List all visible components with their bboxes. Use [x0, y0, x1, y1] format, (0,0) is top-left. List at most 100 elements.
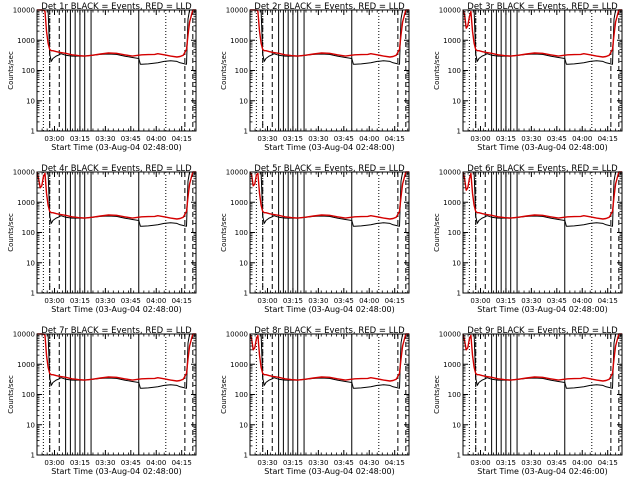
xtick-label: 03:30	[257, 135, 277, 143]
ytick-label: 10	[26, 421, 35, 429]
ytick-label: 100	[448, 229, 461, 237]
panel-title: Det 5r BLACK = Events, RED = LLD	[254, 164, 405, 174]
xtick-label: 03:45	[547, 297, 567, 305]
xtick-label: 03:00	[44, 135, 64, 143]
series-lld-line	[249, 171, 409, 220]
ytick-label: 10	[239, 259, 248, 267]
panel-title: Det 4r BLACK = Events, RED = LLD	[41, 164, 192, 174]
panel-title: Det 9r BLACK = Events, RED = LLD	[467, 326, 618, 336]
xtick-label: 03:30	[308, 459, 328, 467]
ytick-label: 10000	[226, 7, 248, 15]
ytick-label: 10	[239, 421, 248, 429]
x-axis-label: Start Time (03-Aug-04 02:48:00)	[264, 467, 395, 476]
xtick-label: 03:15	[496, 297, 516, 305]
y-axis-label: Counts/sec	[433, 375, 441, 414]
xtick-label: 03:15	[70, 459, 90, 467]
xtick-label: 03:45	[121, 297, 141, 305]
ytick-label: 10000	[226, 331, 248, 339]
y-axis-label: Counts/sec	[220, 213, 228, 252]
series-lld-line	[37, 333, 196, 382]
y-axis-label: Counts/sec	[7, 51, 15, 90]
xtick-label: 03:30	[521, 135, 541, 143]
ytick-label: 1	[457, 452, 461, 460]
series-events-line	[250, 9, 409, 65]
ytick-label: 10	[452, 259, 461, 267]
xtick-label: 03:15	[283, 297, 303, 305]
ytick-label: 100	[235, 229, 248, 237]
xtick-label: 04:15	[598, 297, 618, 305]
x-axis-label: Start Time (03-Aug-04 02:48:00)	[51, 143, 182, 152]
xtick-label: 03:00	[44, 459, 64, 467]
x-axis-label: Start Time (03-Aug-04 02:48:00)	[264, 143, 395, 152]
xtick-label: 04:15	[172, 459, 192, 467]
xtick-label: 04:00	[572, 297, 592, 305]
series-events-line	[463, 9, 622, 65]
panel-det-8: 1 10 100 1000 10000 03:30 03:15 03:30 03:45 04:30…	[220, 326, 410, 476]
ytick-label: 1000	[17, 361, 35, 369]
series-lld-line	[462, 171, 622, 220]
panel-det-1: 1 10 100 1000 10000 03:00 03:15 03:30 03:45 04:00…	[7, 2, 197, 152]
xtick-label: 03:30	[95, 297, 115, 305]
ytick-label: 1000	[230, 361, 248, 369]
xtick-label: 03:00	[470, 135, 490, 143]
ytick-label: 1	[244, 128, 248, 136]
panel-title: Det 2r BLACK = Events, RED = LLD	[254, 2, 405, 12]
ytick-label: 100	[235, 391, 248, 399]
xtick-label: 03:45	[334, 297, 354, 305]
series-events-line	[463, 171, 622, 227]
panel-title: Det 8r BLACK = Events, RED = LLD	[254, 326, 405, 336]
xtick-label: 03:00	[257, 297, 277, 305]
plot-frame	[249, 171, 410, 294]
xtick-label: 03:45	[334, 135, 354, 143]
xtick-label: 03:45	[121, 459, 141, 467]
xtick-label: 03:45	[334, 459, 354, 467]
x-axis-label: Start Time (03-Aug-04 02:46:00)	[477, 467, 608, 476]
xtick-label: 03:00	[470, 297, 490, 305]
ytick-label: 100	[22, 391, 35, 399]
series-events-line	[250, 333, 409, 389]
x-axis-label: Start Time (03-Aug-04 02:48:00)	[477, 143, 608, 152]
xtick-label: 04:15	[598, 135, 618, 143]
xtick-label: 03:00	[470, 459, 490, 467]
xtick-label: 03:00	[44, 297, 64, 305]
series-events-line	[37, 9, 196, 65]
panel-det-7: 1 10 100 1000 10000 03:00 03:15 03:30 03:45 04:00…	[7, 326, 197, 476]
ytick-label: 1	[457, 290, 461, 298]
panel-det-3: 1 10 100 1000 10000 03:00 03:15 03:30 03:45 04:00…	[433, 2, 623, 152]
xtick-label: 04:15	[172, 135, 192, 143]
ytick-label: 1	[31, 128, 35, 136]
ytick-label: 1000	[17, 199, 35, 207]
series-lld-line	[462, 333, 622, 382]
panel-det-5: 1 10 100 1000 10000 03:00 03:15 03:30 03:45 04:00…	[220, 164, 410, 314]
xtick-label: 03:15	[496, 459, 516, 467]
panel-det-6: 1 10 100 1000 10000 03:00 03:15 03:30 03:45 04:00…	[433, 164, 623, 314]
ytick-label: 1	[244, 290, 248, 298]
ytick-label: 10	[452, 97, 461, 105]
plot-frame	[249, 9, 410, 132]
xtick-label: 04:30	[359, 459, 379, 467]
series-events-line	[37, 333, 196, 389]
ytick-label: 10	[26, 259, 35, 267]
series-lld-line	[37, 9, 196, 58]
y-axis-label: Counts/sec	[7, 375, 15, 414]
series-lld-line	[249, 333, 409, 382]
xtick-label: 04:15	[385, 459, 405, 467]
xtick-label: 03:30	[521, 297, 541, 305]
ytick-label: 1	[31, 452, 35, 460]
panel-det-4: 1 10 100 1000 10000 03:00 03:15 03:30 03:45 04:00…	[7, 164, 197, 314]
xtick-label: 03:30	[521, 459, 541, 467]
x-axis-label: Start Time (03-Aug-04 02:48:00)	[264, 305, 395, 314]
xtick-label: 03:30	[308, 135, 328, 143]
series-events-line	[463, 333, 622, 389]
ytick-label: 10	[26, 97, 35, 105]
xtick-label: 04:00	[146, 459, 166, 467]
ytick-label: 1000	[443, 361, 461, 369]
xtick-label: 04:15	[172, 297, 192, 305]
xtick-label: 04:00	[572, 135, 592, 143]
ytick-label: 10	[452, 421, 461, 429]
ytick-label: 1000	[230, 37, 248, 45]
y-axis-label: Counts/sec	[220, 51, 228, 90]
ytick-label: 10000	[439, 331, 461, 339]
x-axis-label: Start Time (03-Aug-04 02:48:00)	[51, 467, 182, 476]
